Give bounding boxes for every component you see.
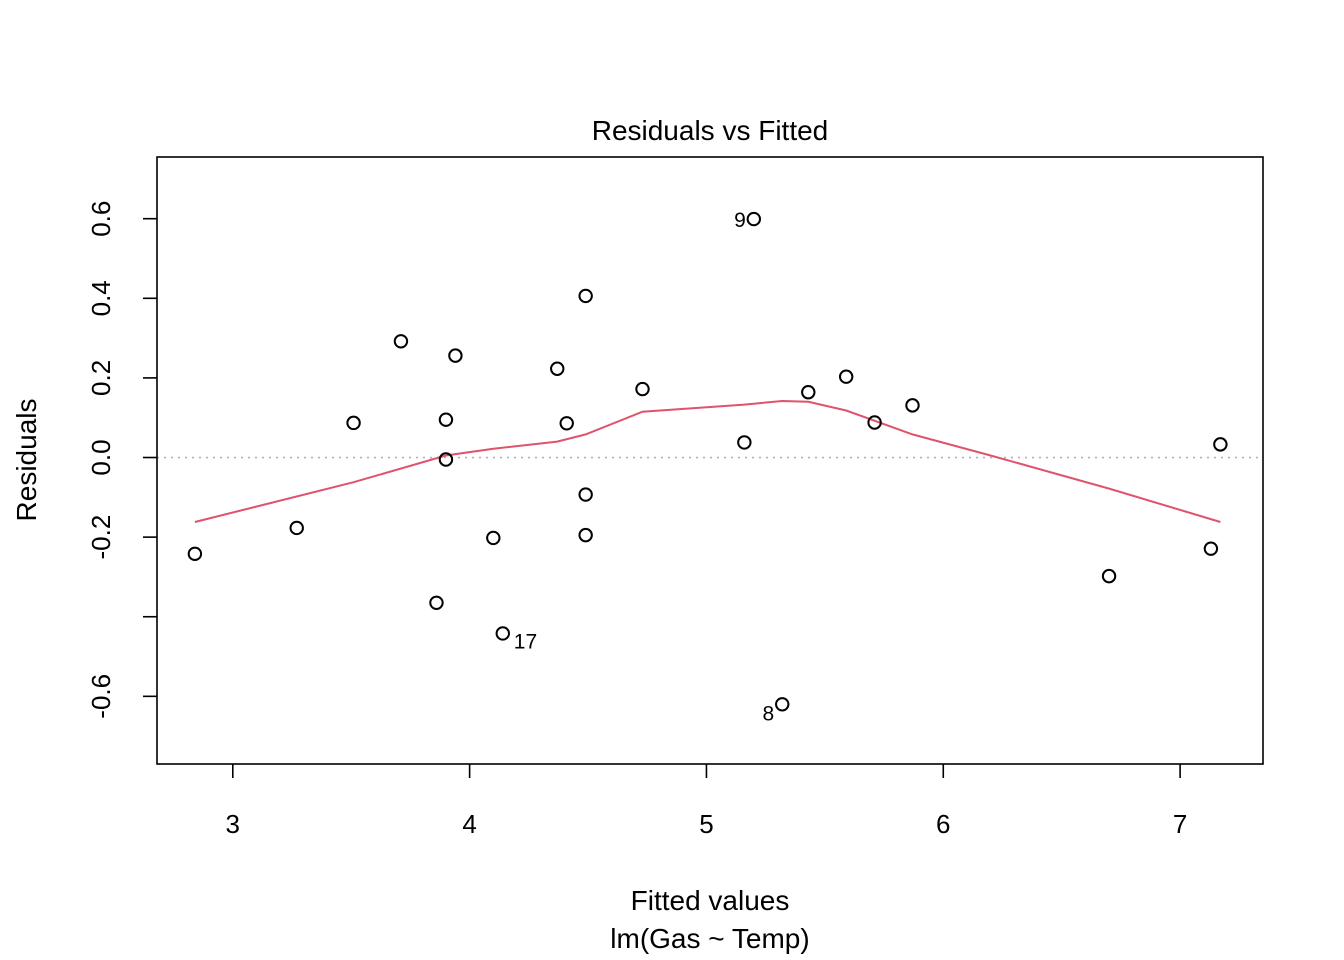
data-point — [495, 626, 510, 641]
data-point — [448, 348, 463, 363]
data-point — [438, 452, 454, 467]
x-axis: 3 4 5 6 7 — [226, 764, 1187, 839]
y-axis: -0.6 -0.2 0.0 0.2 0.4 0.6 — [86, 201, 157, 719]
data-point — [737, 435, 752, 450]
y-axis-label: Residuals — [11, 399, 42, 522]
data-point — [289, 520, 304, 536]
y-tick-label: 0.0 — [86, 439, 116, 475]
x-axis-sublabel: lm(Gas ~ Temp) — [610, 923, 809, 954]
x-axis-label: Fitted values — [631, 885, 790, 916]
data-point — [867, 415, 882, 430]
x-tick-label: 3 — [226, 809, 240, 839]
y-tick-label: -0.6 — [86, 674, 116, 719]
data-point — [550, 361, 565, 376]
smooth-trend-line — [194, 399, 1221, 523]
data-point — [635, 381, 650, 397]
chart-title: Residuals vs Fitted — [592, 115, 829, 146]
data-point — [559, 416, 574, 431]
y-tick-label: 0.4 — [86, 280, 116, 316]
x-tick-label: 5 — [699, 809, 713, 839]
data-point — [1101, 568, 1117, 584]
y-tick-label: 0.6 — [86, 201, 116, 237]
data-point — [838, 369, 854, 384]
plot-frame — [156, 156, 1264, 765]
data-point — [905, 398, 920, 413]
data-point — [746, 211, 762, 227]
data-point — [801, 385, 816, 400]
data-point — [1213, 437, 1228, 452]
data-point — [486, 530, 501, 546]
data-point — [578, 487, 593, 502]
data-point — [187, 546, 203, 562]
point-label: 9 — [734, 209, 746, 232]
point-label: 17 — [514, 630, 537, 653]
data-point — [438, 412, 454, 427]
data-point — [578, 288, 593, 304]
data-point — [1203, 541, 1219, 556]
data-point — [346, 415, 361, 431]
x-tick-label: 6 — [936, 809, 950, 839]
data-point — [429, 595, 444, 610]
x-tick-label: 4 — [462, 809, 476, 839]
x-tick-label: 7 — [1173, 809, 1187, 839]
data-point — [578, 527, 593, 543]
data-point — [393, 334, 409, 349]
point-label: 8 — [763, 702, 775, 725]
data-point — [775, 697, 790, 712]
y-tick-label: -0.2 — [86, 515, 116, 560]
y-tick-label: 0.2 — [86, 360, 116, 396]
